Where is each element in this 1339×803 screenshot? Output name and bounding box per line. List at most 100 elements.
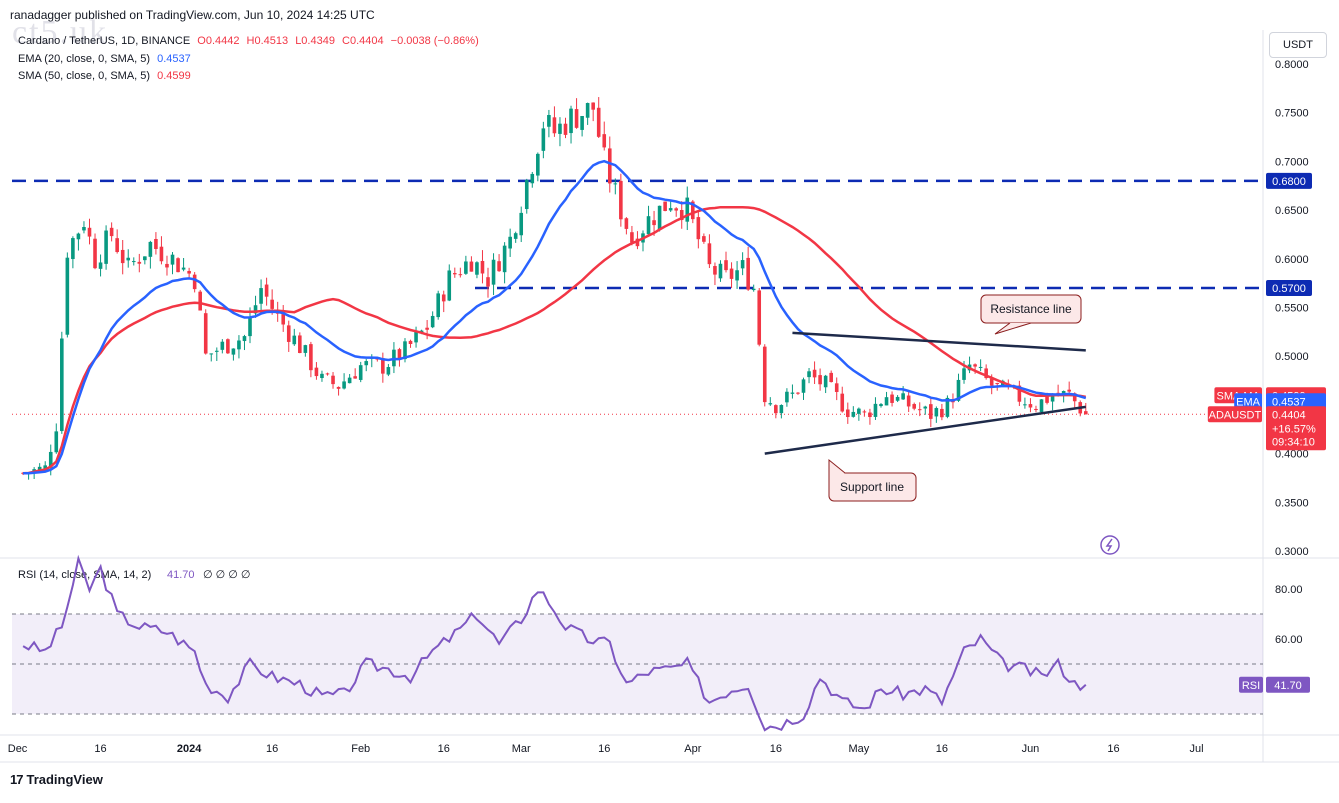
rsi-axis-tick: 80.00 (1275, 584, 1303, 596)
candle-body (192, 274, 197, 290)
candle-body (115, 238, 119, 253)
candle-body (65, 257, 70, 335)
candle-body (547, 115, 551, 127)
candle-body (148, 241, 153, 257)
candle-body (43, 465, 48, 469)
candle-body (436, 293, 440, 318)
candle-body (995, 383, 1000, 385)
support-callout-box (828, 472, 917, 502)
candle-body (441, 294, 446, 302)
time-axis-tick: Feb (351, 743, 370, 755)
time-axis-tick: Jul (1189, 743, 1203, 755)
candle-body (668, 208, 673, 211)
candle-body (408, 340, 413, 345)
candle-body (298, 335, 302, 354)
candle-body (845, 409, 850, 418)
sma-label: SMA (50, close, 0, SMA, 5) (18, 70, 151, 82)
candle-body (890, 394, 894, 403)
candle-body (857, 408, 861, 414)
rsi-line (22, 554, 1087, 732)
candle-body (71, 238, 75, 260)
candle-body (314, 367, 319, 377)
candle-body (1039, 399, 1044, 413)
candle-body (1017, 385, 1022, 402)
candle-body (397, 349, 402, 360)
candle-body (635, 238, 640, 247)
candle-body (691, 201, 695, 220)
candle-body (519, 212, 524, 236)
candle-body (82, 227, 86, 231)
candle-body (558, 123, 562, 134)
candle-body (464, 261, 468, 274)
symbol-name[interactable]: Cardano / TetherUS, 1D, BINANCE (18, 35, 191, 47)
candle-body (740, 260, 745, 269)
candle-body (536, 153, 540, 176)
candle-body (602, 134, 607, 148)
candle-body (812, 369, 817, 378)
rsi-tag-label: RSI (1242, 680, 1260, 692)
candle-body (109, 227, 114, 237)
price-axis-tick: 0.8000 (1275, 59, 1309, 71)
candle-body (1023, 404, 1027, 406)
candle-body (469, 261, 474, 272)
candle-body (320, 373, 324, 379)
ema-label: EMA (20, close, 0, SMA, 5) (18, 53, 151, 65)
candle-body (630, 232, 634, 243)
candle-body (790, 392, 795, 394)
level-tag-box (1266, 172, 1312, 189)
tradingview-logo: 17 TradingView (10, 772, 103, 787)
time-axis-tick: Apr (684, 743, 701, 755)
candle-body (48, 451, 53, 468)
candle-body (286, 325, 291, 342)
rsi-tag-value: 41.70 (1274, 680, 1302, 692)
candle-body (973, 364, 977, 367)
candle-body (502, 245, 507, 273)
candle-body (818, 375, 822, 385)
candle-body (403, 341, 407, 360)
candle-body (834, 383, 839, 392)
candle-body (253, 305, 258, 314)
currency-button[interactable]: USDT (1269, 32, 1327, 58)
time-axis-tick: 16 (438, 743, 450, 755)
candle-body (430, 315, 435, 328)
price-tag-value-box (1266, 393, 1326, 410)
candle-body (917, 409, 922, 411)
price-axis-tick: 0.3000 (1275, 546, 1309, 558)
candle-body (76, 233, 81, 240)
candle-body (674, 208, 678, 211)
candle-body (707, 243, 712, 265)
tradingview-logo-text: TradingView (26, 772, 103, 787)
level-tag-text: 0.5700 (1272, 283, 1306, 295)
time-axis-tick: Dec (8, 743, 28, 755)
candle-body (331, 375, 335, 385)
candle-body (652, 220, 656, 226)
candle-body (381, 358, 385, 374)
candle-body (940, 408, 944, 418)
candle-body (840, 393, 845, 412)
candle-body (801, 379, 806, 393)
candle-body (87, 227, 92, 237)
candle-body (663, 201, 667, 211)
candle-body (901, 393, 905, 400)
candle-body (93, 238, 97, 269)
support-trend-line (764, 405, 1086, 455)
candle-body (98, 262, 103, 269)
candle-body (231, 348, 236, 355)
legend-ema-row[interactable]: EMA (20, close, 0, SMA, 5) 0.4537 (18, 53, 195, 65)
candle-body (978, 366, 983, 368)
candle-body (1061, 391, 1066, 395)
candle-body (497, 261, 501, 272)
candle-body (165, 263, 169, 268)
candle-body (580, 115, 584, 130)
candle-body (591, 102, 595, 110)
candle-body (657, 205, 662, 230)
candle-body (751, 288, 756, 291)
candle-body (718, 263, 723, 279)
legend-sma-row[interactable]: SMA (50, close, 0, SMA, 5) 0.4599 (18, 70, 195, 82)
candle-body (386, 367, 391, 375)
candle-body (248, 316, 252, 337)
sma-50-line (23, 205, 1087, 475)
candle-body (1050, 395, 1055, 402)
candle-body (735, 270, 739, 281)
